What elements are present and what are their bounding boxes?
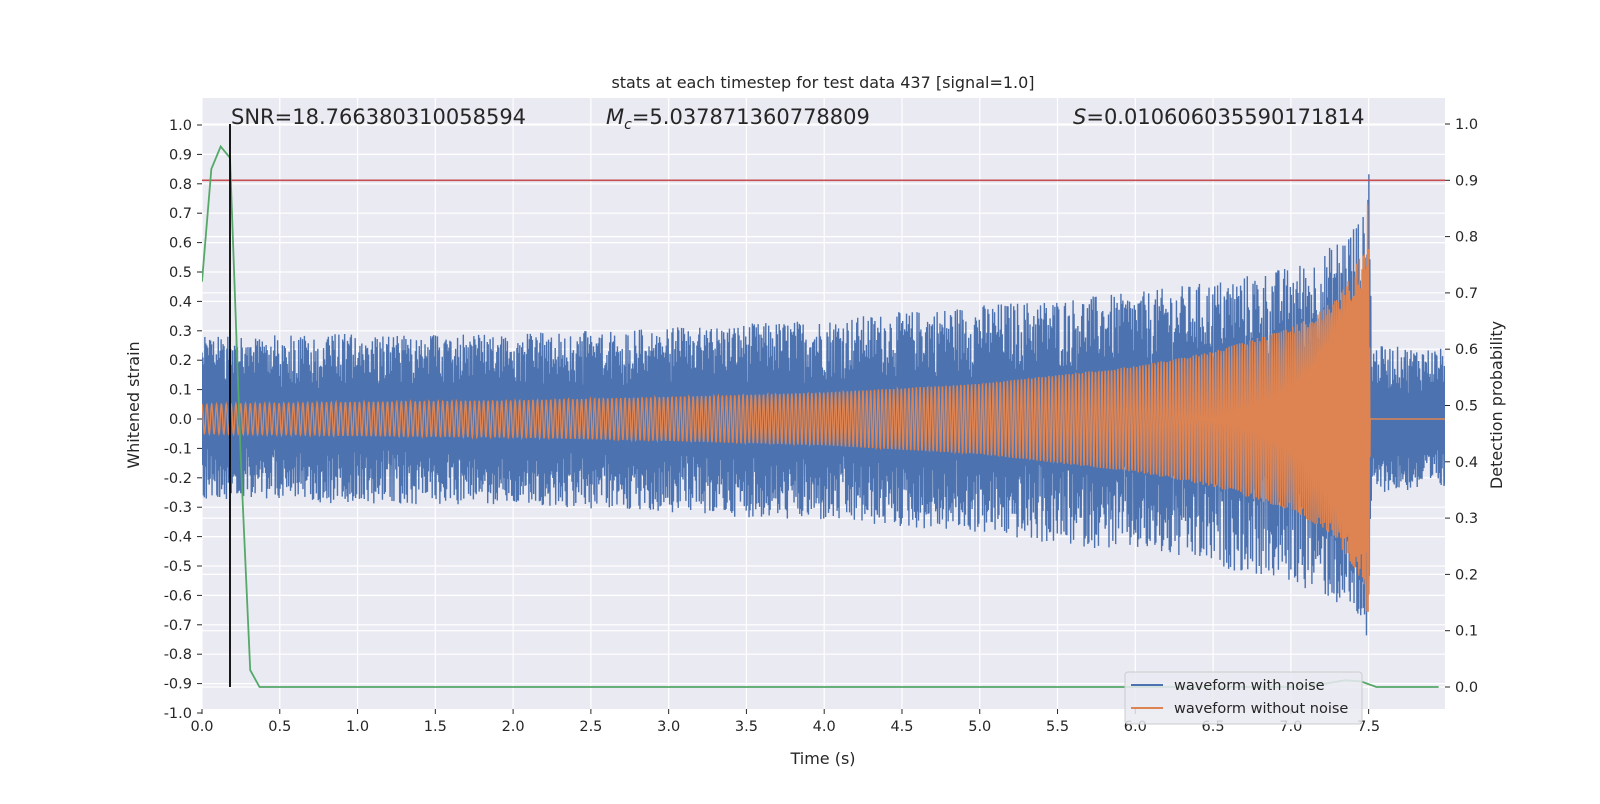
y-tick-label-right: 1.0 [1455,117,1478,133]
chart-title: stats at each timestep for test data 437… [611,73,1034,92]
y-tick-label-left: -0.4 [164,530,192,546]
ticks: 0.0 0.5 1.0 1.5 2.0 2.5 3.0 3.5 4.0 4.5 5.0 5.5 6.0 6… [164,117,1478,735]
mc-symbol: M [606,105,624,129]
y-tick-label-left: 0.3 [169,324,192,340]
mc-value: =5.037871360778809 [632,105,870,129]
y-tick-label-left: 0.7 [169,206,192,222]
y-tick-label-right: 0.4 [1455,455,1478,471]
y-tick-label-left: -0.2 [164,471,192,487]
y-tick-label-right: 0.3 [1455,511,1478,527]
y-tick-label-left: 0.4 [169,294,192,310]
x-tick-label: 5.5 [1046,719,1069,735]
legend: waveform with noise waveform without noi… [1124,671,1363,725]
legend-label-noise: waveform with noise [1174,678,1325,694]
x-tick-label: 3.0 [657,719,680,735]
x-tick-label: 1.5 [424,719,447,735]
snr-annotation: SNR=18.766380310058594 [231,105,526,129]
x-tick-label: 2.0 [502,719,525,735]
legend-label-clean: waveform without noise [1174,701,1348,717]
x-tick-label: 3.5 [735,719,758,735]
y-tick-label-right: 0.9 [1455,173,1478,189]
s-value: =0.010606035590171814 [1086,105,1364,129]
y-tick-label-left: -0.7 [164,618,192,634]
x-tick-label: 4.5 [890,719,913,735]
mc-subscript: c [624,117,632,133]
y-tick-label-left: 0.5 [169,265,192,281]
y-tick-label-right: 0.0 [1455,680,1478,696]
y-tick-label-right: 0.1 [1455,624,1478,640]
x-axis-label: Time (s) [789,749,855,768]
y-tick-label-left: 0.9 [169,147,192,163]
y-tick-label-left: 0.8 [169,177,192,193]
y-tick-label-right: 0.5 [1455,399,1478,415]
x-tick-label: 0.5 [268,719,291,735]
y-tick-label-left: 0.1 [169,383,192,399]
y-axis-label-left: Whitened strain [124,341,143,468]
x-tick-label: 7.5 [1357,719,1380,735]
x-tick-label: 2.5 [579,719,602,735]
y-tick-label-left: 1.0 [169,118,192,134]
y-tick-label-left: -0.8 [164,647,192,663]
x-tick-label: 1.0 [346,719,369,735]
y-tick-label-right: 0.6 [1455,342,1478,358]
y-tick-label-left: -0.5 [164,559,192,575]
y-tick-label-right: 0.2 [1455,567,1478,583]
y-tick-label-left: -0.1 [164,441,192,457]
y-tick-label-right: 0.7 [1455,286,1478,302]
x-tick-label: 0.0 [190,719,213,735]
x-tick-label: 4.0 [813,719,836,735]
y-tick-label-left: 0.0 [169,412,192,428]
s-annotation: S=0.010606035590171814 [1073,105,1364,129]
y-tick-label-left: 0.6 [169,236,192,252]
y-tick-label-left: -0.6 [164,588,192,604]
x-tick-label: 5.0 [968,719,991,735]
legend-box [1124,671,1363,725]
y-tick-label-left: -0.3 [164,500,192,516]
y-tick-label-left: 0.2 [169,353,192,369]
y-tick-label-left: -0.9 [164,677,192,693]
mc-annotation: Mc=5.037871360778809 [606,105,870,133]
y-tick-label-left: -1.0 [164,706,192,722]
series-waveform-without-noise [202,204,1445,612]
y-axis-label-right: Detection probability [1487,321,1506,489]
y-tick-label-right: 0.8 [1455,230,1478,246]
s-symbol: S [1073,105,1086,129]
